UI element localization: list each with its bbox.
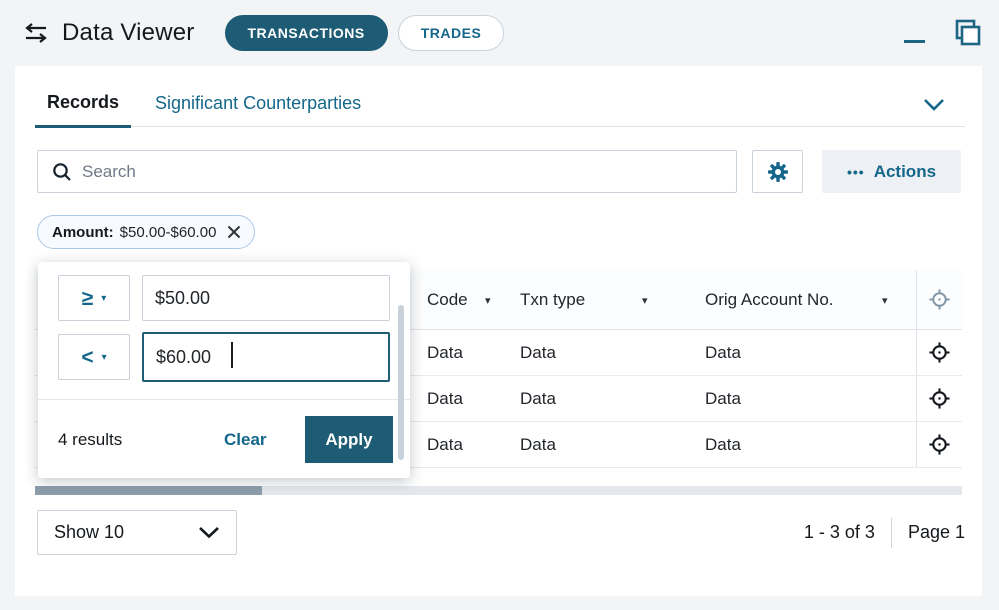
minimize-icon[interactable]: [903, 18, 927, 48]
main-panel: Records Significant Counterparties: [15, 66, 982, 596]
locate-row-button[interactable]: [916, 330, 962, 375]
chevron-down-icon: [199, 527, 219, 539]
tab-records[interactable]: Records: [35, 92, 132, 128]
range-text: 1 - 3 of 3: [803, 522, 875, 542]
caret-down-icon: ▾: [101, 292, 107, 304]
window-controls: [903, 17, 981, 49]
amount-filter-popover: ≥ ▾ < ▾ 4 results Clear: [38, 262, 410, 478]
search-box: [37, 150, 737, 193]
search-input[interactable]: [82, 151, 736, 192]
crosshair-icon: [929, 388, 950, 409]
remove-filter-icon[interactable]: [226, 224, 242, 240]
column-menu-icon[interactable]: ▾: [882, 294, 888, 307]
column-header-code[interactable]: Code: [427, 290, 468, 309]
filter-condition-row: ≥ ▾: [38, 275, 410, 321]
actions-button-label: Actions: [873, 161, 937, 181]
view-toggle: TRANSACTIONS TRADES: [224, 15, 505, 51]
cell-code: Data: [427, 435, 463, 454]
clear-filter-link[interactable]: Clear: [224, 429, 267, 449]
gear-icon: [767, 161, 788, 182]
caret-down-icon: ▾: [101, 351, 107, 363]
min-amount-input[interactable]: [142, 275, 390, 321]
toggle-trades[interactable]: TRADES: [397, 15, 505, 51]
cell-txn-type: Data: [520, 435, 556, 454]
crosshair-icon: [929, 342, 950, 363]
crosshair-icon: [929, 289, 950, 310]
swap-arrows-icon[interactable]: [22, 21, 50, 45]
page-title: Data Viewer: [62, 19, 195, 46]
popover-scrollbar-thumb[interactable]: [398, 305, 404, 460]
toggle-transactions[interactable]: TRANSACTIONS: [224, 15, 388, 51]
amount-filter-chip[interactable]: Amount: $50.00-$60.00: [37, 215, 256, 249]
cell-txn-type: Data: [520, 343, 556, 362]
search-icon: [53, 162, 71, 181]
column-menu-icon[interactable]: ▾: [642, 294, 648, 307]
popover-footer: 4 results Clear Apply: [38, 399, 410, 478]
results-count: 4 results: [58, 429, 123, 449]
filter-condition-row: < ▾: [38, 332, 410, 382]
column-menu-icon[interactable]: ▾: [485, 294, 491, 307]
pagination: 1 - 3 of 3 Page 1: [804, 510, 965, 555]
gte-operator-symbol: ≥: [81, 286, 94, 310]
cell-txn-type: Data: [520, 389, 556, 408]
pagination-divider: [890, 517, 892, 548]
filter-chip-label: Amount:: [52, 223, 114, 241]
page-size-select[interactable]: Show 10: [37, 510, 237, 555]
tab-bar: Records Significant Counterparties: [35, 80, 965, 128]
locate-row-button[interactable]: [916, 376, 962, 421]
cell-code: Data: [427, 389, 463, 408]
top-header-bar: Data Viewer TRANSACTIONS TRADES: [0, 0, 999, 66]
locate-row-button[interactable]: [916, 422, 962, 467]
cell-orig-account: Data: [705, 435, 741, 454]
target-column-header[interactable]: [916, 270, 962, 329]
page-number: Page 1: [907, 522, 965, 542]
restore-window-icon[interactable]: [951, 17, 981, 49]
chevron-down-icon[interactable]: [923, 98, 945, 112]
lt-operator-symbol: <: [81, 345, 94, 369]
horizontal-scrollbar[interactable]: [35, 486, 962, 495]
ellipsis-icon: •••: [846, 163, 865, 180]
apply-filter-button[interactable]: Apply: [305, 416, 393, 463]
operator-dropdown-gte[interactable]: ≥ ▾: [58, 275, 130, 321]
horizontal-scrollbar-thumb[interactable]: [35, 486, 262, 495]
cell-orig-account: Data: [705, 343, 741, 362]
settings-button[interactable]: [752, 150, 803, 193]
tab-significant-counterparties[interactable]: Significant Counterparties: [155, 93, 362, 113]
actions-button[interactable]: ••• Actions: [822, 150, 961, 193]
column-header-orig-account[interactable]: Orig Account No.: [705, 290, 834, 309]
crosshair-icon: [929, 434, 950, 455]
text-cursor: [231, 342, 233, 368]
cell-orig-account: Data: [705, 389, 741, 408]
page-size-label: Show 10: [54, 522, 125, 542]
max-amount-input[interactable]: [142, 332, 390, 382]
column-header-txn-type[interactable]: Txn type: [520, 290, 586, 309]
operator-dropdown-lt[interactable]: < ▾: [58, 334, 130, 380]
filter-chip-value: $50.00-$60.00: [119, 223, 217, 241]
cell-code: Data: [427, 343, 463, 362]
